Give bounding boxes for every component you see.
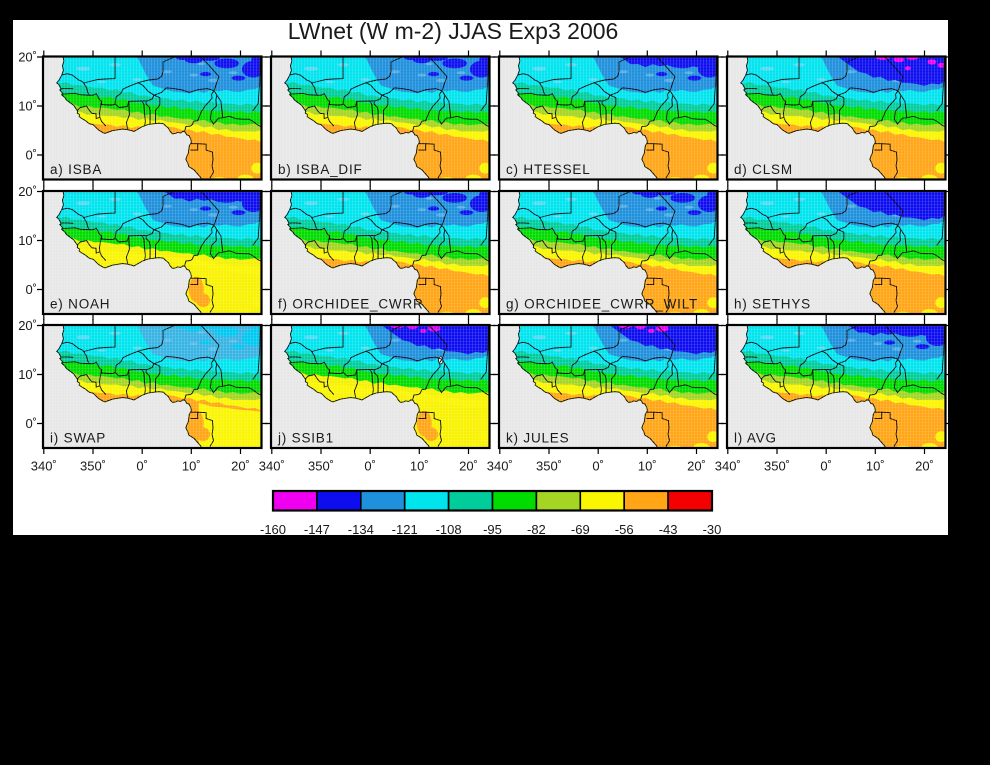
svg-text:340˚: 340˚ <box>487 459 513 474</box>
svg-text:10˚: 10˚ <box>18 367 37 382</box>
svg-text:c) HTESSEL: c) HTESSEL <box>506 162 591 177</box>
svg-text:340˚: 340˚ <box>31 459 57 474</box>
svg-text:-95: -95 <box>483 522 502 537</box>
svg-text:-82: -82 <box>527 522 546 537</box>
svg-text:LWnet (W m-2) JJAS Exp3 2006: LWnet (W m-2) JJAS Exp3 2006 <box>288 18 619 44</box>
svg-text:j) SSIB1: j) SSIB1 <box>277 431 334 446</box>
svg-text:f) ORCHIDEE_CWRR: f) ORCHIDEE_CWRR <box>278 297 424 312</box>
svg-text:b) ISBA_DIF: b) ISBA_DIF <box>278 162 363 177</box>
svg-text:20˚: 20˚ <box>459 459 478 474</box>
svg-text:350˚: 350˚ <box>308 459 334 474</box>
svg-text:-43: -43 <box>659 522 678 537</box>
svg-text:-134: -134 <box>348 522 374 537</box>
svg-text:0˚: 0˚ <box>25 282 37 297</box>
svg-text:350˚: 350˚ <box>764 459 790 474</box>
svg-text:0˚: 0˚ <box>25 416 37 431</box>
svg-text:-121: -121 <box>392 522 418 537</box>
svg-text:-108: -108 <box>436 522 462 537</box>
svg-text:20˚: 20˚ <box>231 459 250 474</box>
svg-text:d) CLSM: d) CLSM <box>734 162 793 177</box>
svg-text:-147: -147 <box>304 522 330 537</box>
svg-text:g) ORCHIDEE_CWRR_WILT: g) ORCHIDEE_CWRR_WILT <box>506 297 698 312</box>
svg-text:20˚: 20˚ <box>18 50 37 65</box>
svg-text:i) SWAP: i) SWAP <box>50 431 106 446</box>
svg-text:-56: -56 <box>615 522 634 537</box>
svg-text:20˚: 20˚ <box>687 459 706 474</box>
svg-text:10˚: 10˚ <box>638 459 657 474</box>
svg-text:20˚: 20˚ <box>18 184 37 199</box>
svg-text:k) JULES: k) JULES <box>506 431 569 446</box>
svg-text:10˚: 10˚ <box>182 459 201 474</box>
svg-text:0˚: 0˚ <box>592 459 604 474</box>
svg-text:10˚: 10˚ <box>18 99 37 114</box>
svg-text:340˚: 340˚ <box>259 459 285 474</box>
svg-text:20˚: 20˚ <box>915 459 934 474</box>
svg-text:10˚: 10˚ <box>410 459 429 474</box>
svg-text:0˚: 0˚ <box>25 148 37 163</box>
svg-text:-69: -69 <box>571 522 590 537</box>
svg-text:0˚: 0˚ <box>136 459 148 474</box>
svg-text:350˚: 350˚ <box>536 459 562 474</box>
svg-text:0˚: 0˚ <box>820 459 832 474</box>
svg-text:0˚: 0˚ <box>364 459 376 474</box>
svg-text:l) AVG: l) AVG <box>734 431 777 446</box>
svg-text:h) SETHYS: h) SETHYS <box>734 297 811 312</box>
svg-text:a) ISBA: a) ISBA <box>50 162 102 177</box>
svg-text:e) NOAH: e) NOAH <box>50 297 110 312</box>
svg-text:340˚: 340˚ <box>715 459 741 474</box>
svg-text:-30: -30 <box>703 522 722 537</box>
svg-text:-160: -160 <box>260 522 286 537</box>
svg-text:20˚: 20˚ <box>18 318 37 333</box>
svg-text:10˚: 10˚ <box>18 233 37 248</box>
svg-text:10˚: 10˚ <box>866 459 885 474</box>
svg-text:350˚: 350˚ <box>80 459 106 474</box>
